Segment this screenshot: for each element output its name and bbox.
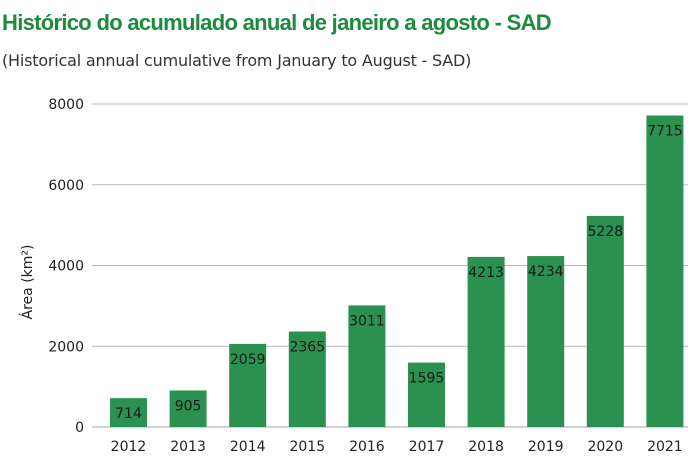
x-tick-label: 2016 <box>349 439 385 455</box>
x-tick-label: 2017 <box>409 439 445 455</box>
data-label: 1595 <box>409 371 445 387</box>
y-tick-label: 6000 <box>48 178 84 194</box>
data-label: 4234 <box>528 264 564 280</box>
y-tick-label: 8000 <box>48 97 84 113</box>
x-tick-label: 2018 <box>468 439 504 455</box>
x-tick-label: 2013 <box>170 439 206 455</box>
data-label: 7715 <box>647 124 683 140</box>
bar <box>229 343 267 427</box>
bar <box>408 362 445 427</box>
data-label: 714 <box>115 406 142 422</box>
x-tick-label: 2015 <box>289 439 325 455</box>
bar <box>288 331 326 427</box>
x-tick-label: 2019 <box>528 439 564 455</box>
data-label: 2059 <box>230 352 266 368</box>
bar <box>527 256 565 427</box>
bar <box>110 398 147 427</box>
bar <box>586 215 624 427</box>
data-labels: 714 905 2059 2365 3011 1595 4213 4234 5228 7715 <box>115 124 683 423</box>
x-tick-label: 2014 <box>230 439 266 455</box>
x-tick-label: 2021 <box>647 439 683 455</box>
chart-subtitle: (Historical annual cumulative from Janua… <box>2 51 472 70</box>
chart-title: Histórico do acumulado anual de janeiro … <box>2 10 552 35</box>
x-tick-label: 2012 <box>111 439 147 455</box>
bar <box>467 256 505 427</box>
bar <box>646 115 684 428</box>
x-tick-label: 2020 <box>587 439 623 455</box>
y-tick-label: 0 <box>75 420 84 436</box>
data-label: 2365 <box>289 340 325 356</box>
bar <box>348 305 386 427</box>
data-label: 3011 <box>349 313 385 329</box>
y-tick-label: 2000 <box>48 339 84 355</box>
y-tick-labels: 0 2000 4000 6000 8000 <box>48 97 84 436</box>
bars <box>110 115 684 428</box>
x-tick-labels: 2012 2013 2014 2015 2016 2017 2018 2019 2020 2021 <box>111 439 683 455</box>
y-tick-label: 4000 <box>48 259 84 275</box>
y-axis-label: Área (km²) <box>19 245 36 320</box>
data-label: 4213 <box>468 265 504 281</box>
data-label: 905 <box>175 398 202 414</box>
data-label: 5228 <box>587 224 623 240</box>
bar <box>169 390 207 427</box>
